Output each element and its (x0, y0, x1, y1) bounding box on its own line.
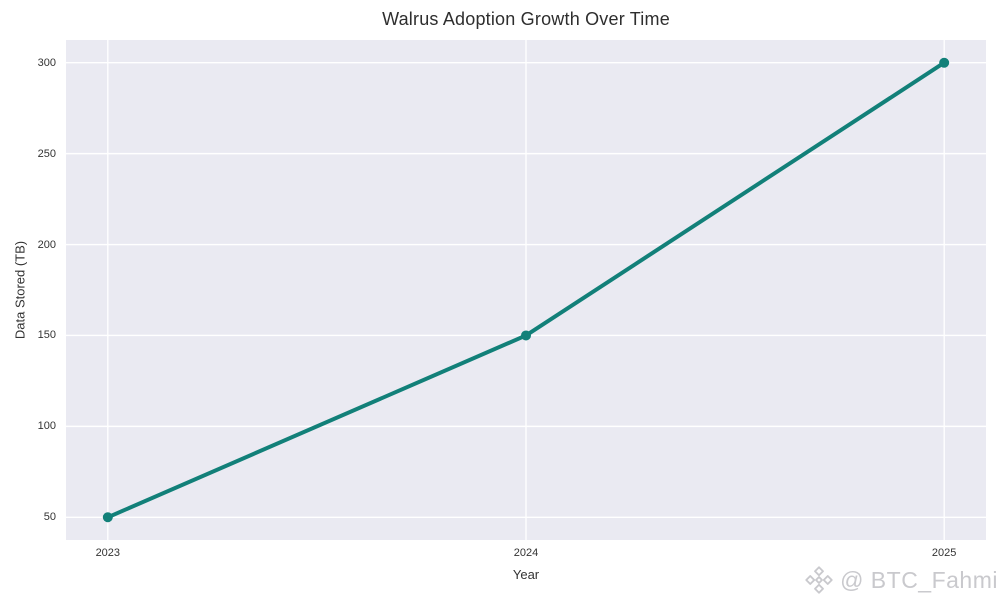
y-tick-label: 250 (37, 147, 56, 160)
data-point-marker (521, 330, 531, 341)
x-axis-label: Year (512, 567, 540, 582)
data-point-marker (939, 57, 950, 68)
chart-title: Walrus Adoption Growth Over Time (382, 9, 670, 29)
y-tick-label: 150 (37, 329, 56, 342)
line-chart-canvas (66, 40, 986, 540)
data-point-marker (102, 512, 113, 523)
y-tick-label: 300 (37, 56, 56, 69)
watermark: @ BTC_Fahmi (804, 565, 998, 595)
y-tick-label: 100 (37, 420, 56, 433)
watermark-text: @ BTC_Fahmi (840, 566, 998, 593)
y-axis-label: Data Stored (TB) (12, 240, 28, 340)
y-tick-label: 50 (43, 511, 56, 524)
y-tick-label: 200 (37, 238, 56, 251)
x-tick-label: 2023 (95, 547, 121, 559)
x-tick-label: 2025 (931, 547, 957, 559)
binance-logo-icon (805, 566, 833, 594)
x-tick-label: 2024 (513, 547, 539, 559)
plot-area (66, 40, 986, 540)
